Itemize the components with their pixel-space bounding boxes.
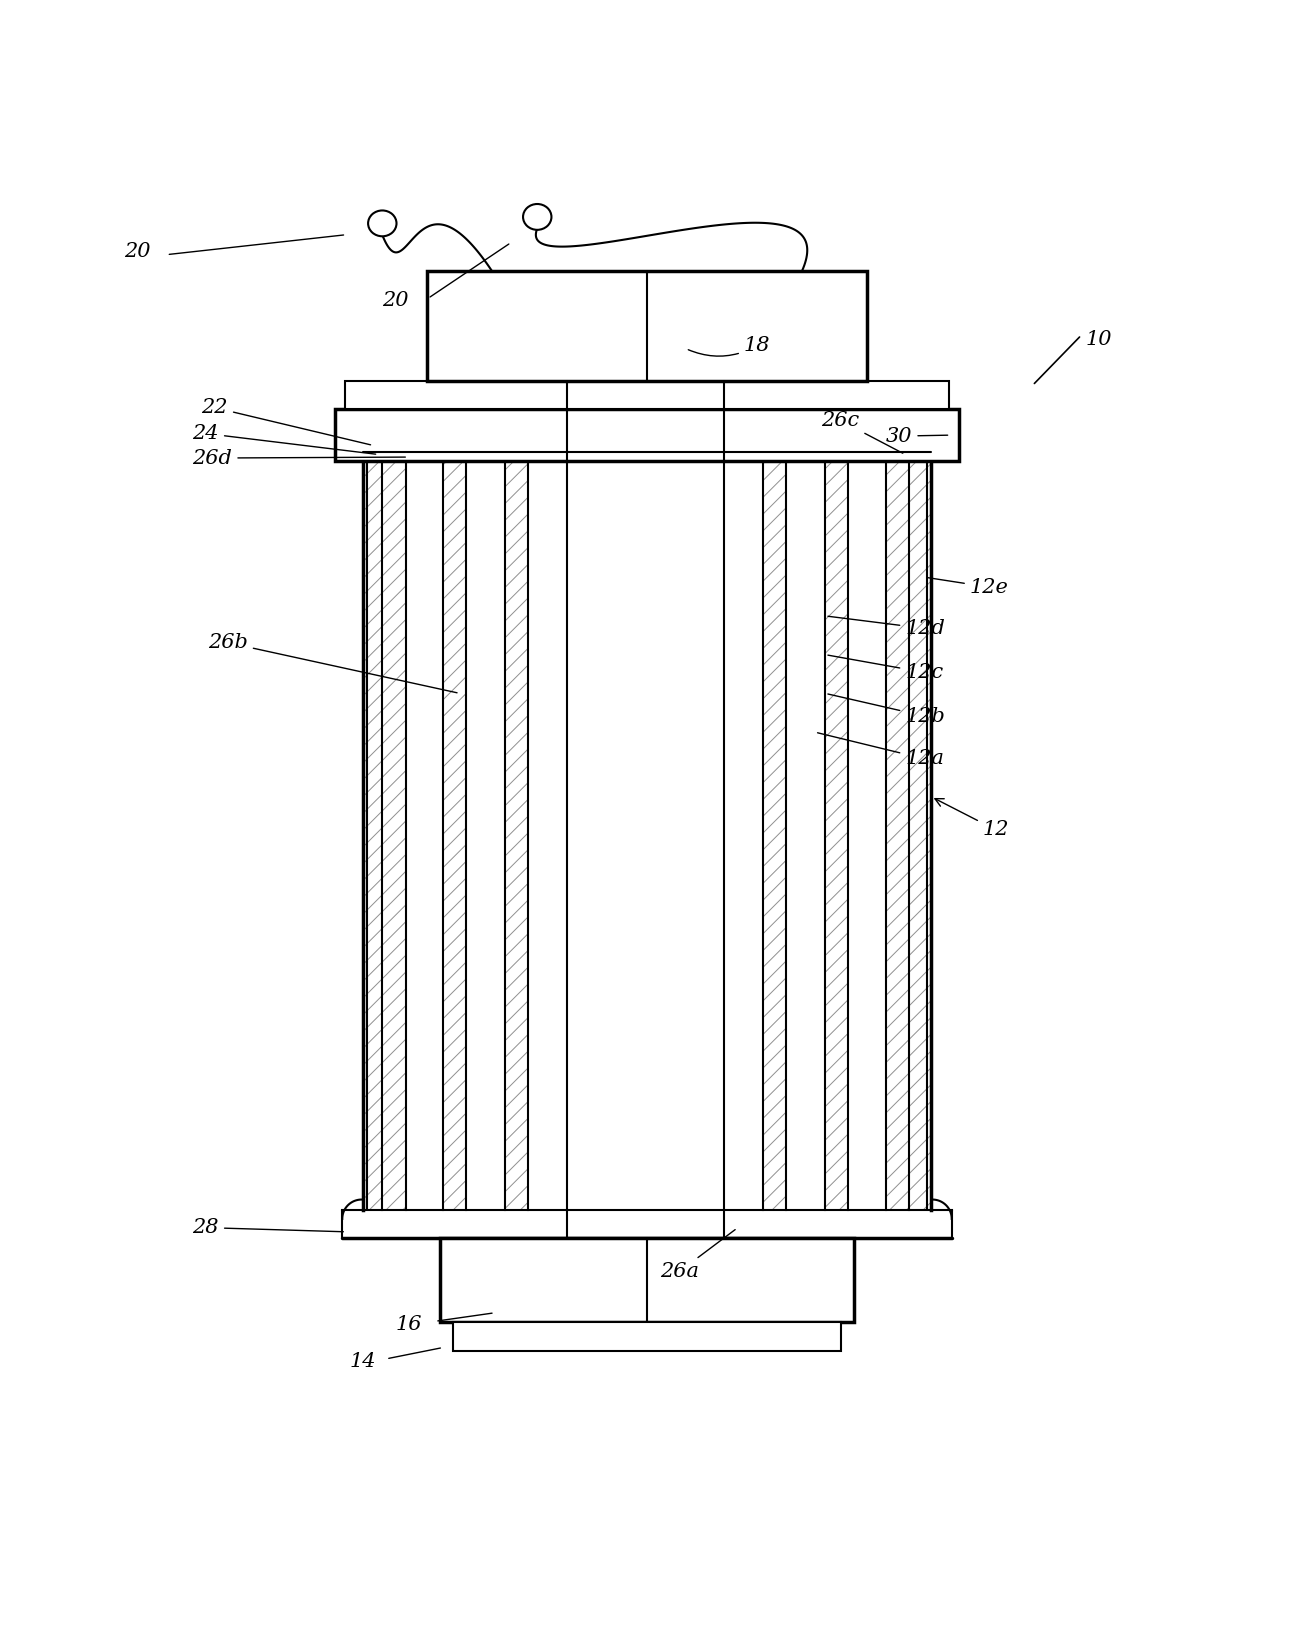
Bar (362, 461, 932, 1209)
Text: 30: 30 (886, 426, 947, 446)
Bar (466, 461, 505, 1209)
Text: 10: 10 (1086, 329, 1113, 349)
Text: 28: 28 (193, 1217, 343, 1237)
Text: 12: 12 (936, 799, 1009, 839)
Bar (427, 271, 867, 382)
Ellipse shape (523, 204, 551, 230)
Text: 22: 22 (202, 398, 370, 444)
Bar (725, 461, 763, 1209)
Text: 12c: 12c (828, 655, 943, 683)
Bar (440, 1239, 854, 1323)
Text: 20: 20 (124, 242, 150, 262)
Text: 26a: 26a (660, 1229, 735, 1281)
Text: 20: 20 (382, 291, 409, 309)
Text: 26c: 26c (822, 411, 903, 454)
Text: 14: 14 (349, 1352, 377, 1372)
Bar (405, 461, 443, 1209)
Text: 12b: 12b (828, 694, 945, 725)
Text: 26d: 26d (193, 449, 405, 467)
Bar (345, 382, 949, 410)
Text: 12d: 12d (828, 617, 945, 638)
Text: 16: 16 (395, 1314, 422, 1334)
Text: 12a: 12a (818, 732, 945, 768)
Bar (528, 461, 567, 1209)
Text: 24: 24 (193, 424, 375, 454)
Ellipse shape (367, 211, 396, 237)
Bar (453, 1323, 841, 1351)
Text: 12e: 12e (928, 577, 1009, 597)
Text: 26b: 26b (208, 633, 457, 693)
Bar (849, 461, 886, 1209)
Bar (567, 461, 725, 1209)
Text: 18: 18 (688, 336, 770, 355)
Bar (787, 461, 826, 1209)
Bar (335, 410, 959, 461)
